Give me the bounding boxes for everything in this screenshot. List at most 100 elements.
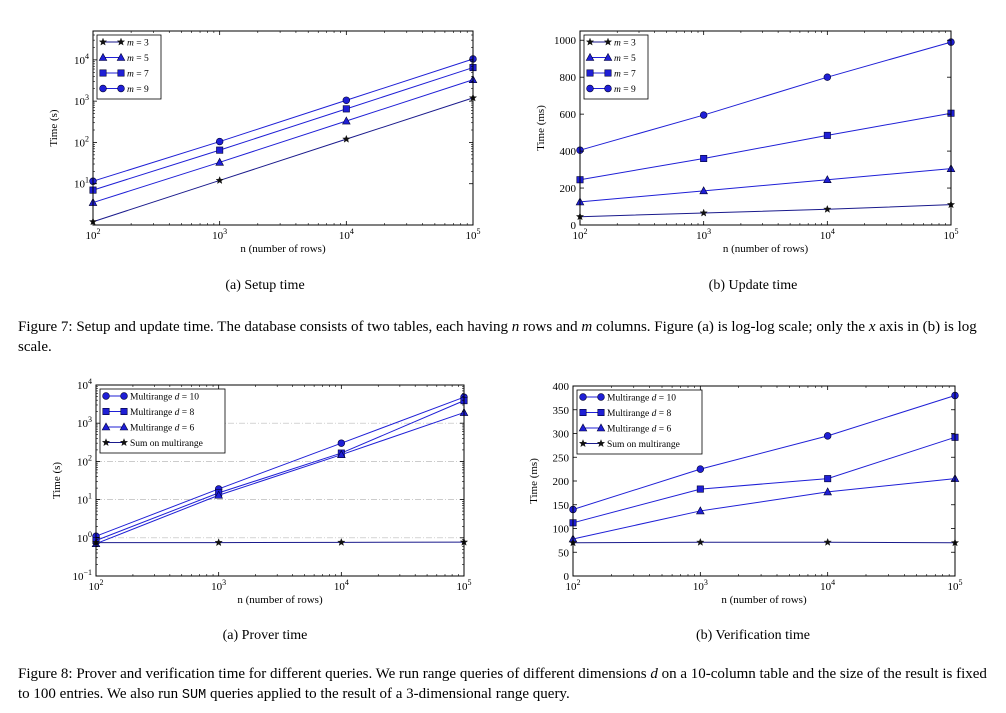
chart-setup-time: 102 103 104 105 101 102 103 104 n (number of row…: [48, 30, 481, 255]
data-point: [700, 154, 708, 162]
legend-label: Multirange d = 8: [130, 408, 194, 418]
series-line: [579, 41, 952, 151]
legend-marker-start: [586, 84, 594, 93]
legend-label: Multirange d = 6: [607, 425, 671, 435]
y-axis-ticks: 101 102 103 104: [74, 34, 473, 191]
series-line: [92, 79, 474, 204]
data-point: [214, 538, 223, 547]
x-tick-label: 105: [466, 227, 481, 242]
legend-label: Multirange d = 6: [130, 424, 194, 434]
legend-marker-end: [596, 423, 606, 432]
y-axis-ticks: 0 200 400 600 800 1000: [554, 35, 951, 232]
legend-label: Multirange d = 10: [607, 394, 676, 404]
series-square: [576, 109, 955, 184]
data-point: [216, 146, 224, 154]
y-axis-label: Time (ms): [535, 105, 547, 151]
x-tick-label: 102: [566, 578, 581, 593]
y-tick-label: 800: [560, 72, 577, 84]
data-point: [823, 73, 832, 81]
series-line: [572, 436, 956, 524]
y-tick-label: 102: [74, 134, 89, 149]
legend-marker-end: [597, 408, 605, 416]
y-tick-label: 10−1: [72, 568, 92, 583]
legend-label: Sum on multirange: [607, 440, 680, 450]
figure-8-caption-sum-code: SUM: [181, 688, 207, 703]
y-tick-label: 0: [571, 220, 577, 232]
y-tick-label: 104: [74, 52, 89, 67]
x-tick-label: 102: [86, 227, 101, 242]
subcaption-setup: (a) Setup time: [225, 278, 305, 293]
legend-label: m = 5: [614, 54, 636, 64]
y-axis-label: Time (s): [48, 109, 60, 147]
x-tick-label: 105: [948, 578, 963, 593]
figure-7-caption-part-1: Figure 7: Setup and update time. The dat…: [18, 319, 512, 335]
data-point: [823, 432, 832, 440]
legend-marker-start: [578, 423, 588, 432]
x-tick-label: 103: [211, 578, 226, 593]
x-axis-ticks: 102 103 104 105: [89, 385, 472, 593]
legend: Multirange d = 10 Multirange d = 8 Multira…: [576, 389, 703, 455]
series-line: [92, 58, 474, 182]
y-axis-ticks: 0 50 100 150 200 250 300 350 400: [553, 381, 955, 583]
series-line: [92, 97, 474, 223]
data-point: [342, 134, 351, 143]
y-tick-label: 150: [553, 500, 570, 512]
legend: Multirange d = 10 Multirange d = 8 Multira…: [99, 388, 226, 454]
figure-7-caption: Figure 7: Setup and update time. The dat…: [18, 317, 993, 357]
figure-7-caption-part-3: columns. Figure (a) is log-log scale; on…: [592, 319, 869, 335]
x-tick-label: 102: [89, 578, 104, 593]
legend-marker-start: [585, 52, 595, 61]
y-tick-label: 350: [553, 405, 570, 417]
x-tick-label: 104: [339, 227, 354, 242]
data-point: [337, 450, 346, 458]
legend-label: m = 3: [614, 39, 636, 49]
legend-marker-start: [101, 438, 111, 447]
legend-marker-end: [603, 37, 613, 46]
series-star: [568, 537, 960, 547]
figure-8-caption-part-1: Figure 8: Prover and verification time f…: [18, 666, 651, 682]
y-tick-label: 100: [553, 524, 570, 536]
series-star: [575, 200, 956, 221]
x-tick-label: 103: [693, 578, 708, 593]
x-tick-label: 105: [944, 227, 959, 242]
legend-label: m = 9: [127, 85, 149, 95]
y-tick-label: 0: [564, 571, 570, 583]
x-axis-label: n (number of rows): [721, 594, 807, 606]
data-point: [823, 487, 832, 496]
data-point: [342, 96, 351, 104]
subcaption-verification: (b) Verification time: [695, 628, 811, 643]
legend-label: Sum on multirange: [130, 439, 203, 449]
legend-marker-end: [119, 422, 129, 431]
legend-marker-start: [98, 52, 108, 61]
legend-marker-end: [120, 392, 128, 400]
data-point: [214, 490, 223, 499]
data-point: [696, 485, 704, 493]
data-point: [699, 186, 708, 195]
legend-marker-end: [116, 52, 126, 61]
legend-label: Multirange d = 8: [607, 409, 671, 419]
legend-marker-start: [102, 392, 110, 400]
figure-7-caption-part-2: rows and: [519, 319, 582, 335]
legend-marker-end: [116, 37, 126, 46]
x-tick-label: 105: [457, 578, 472, 593]
data-point: [696, 465, 705, 473]
legend-marker-start: [102, 407, 110, 415]
x-axis-label: n (number of rows): [237, 594, 323, 606]
series-star: [91, 537, 469, 547]
figure-8-caption: Figure 8: Prover and verification time f…: [18, 664, 993, 706]
x-axis-label: n (number of rows): [723, 243, 809, 255]
y-tick-label: 300: [553, 429, 570, 441]
legend-marker-start: [99, 69, 107, 77]
y-tick-label: 200: [553, 476, 570, 488]
series-line: [579, 112, 952, 181]
data-point: [823, 175, 832, 184]
data-point: [823, 537, 832, 546]
figure-8-caption-part-2: on a 10-column table and the size of the…: [18, 666, 987, 702]
series-line: [95, 396, 465, 537]
y-axis-ticks: 10−1 100 101 102 103 104: [72, 377, 464, 583]
y-tick-label: 400: [553, 381, 570, 393]
plot-frame: [95, 384, 465, 577]
data-point: [342, 105, 350, 113]
legend-marker-start: [579, 393, 587, 401]
legend-label: m = 7: [127, 70, 149, 80]
